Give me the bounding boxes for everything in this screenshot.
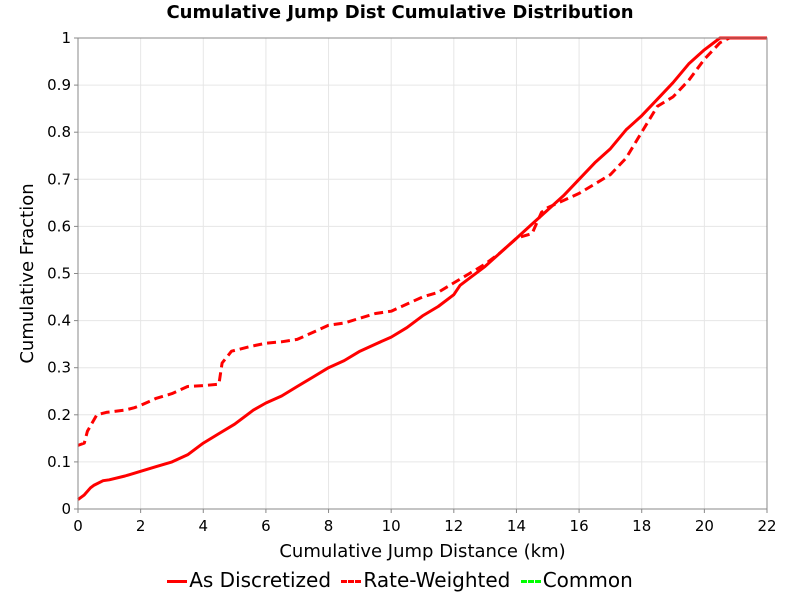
- y-tick-label: 0.1: [47, 453, 71, 471]
- series-line-rate-weighted: [77, 36, 767, 447]
- y-tick-label: 0.8: [47, 123, 71, 141]
- grid-lines: [77, 37, 768, 510]
- x-tick-label: 4: [198, 517, 208, 535]
- y-tick-label: 0.6: [47, 217, 71, 235]
- x-tick-label: 12: [444, 517, 463, 535]
- legend-swatch-dashed-green: [520, 580, 541, 583]
- y-axis-label: Cumulative Fraction: [17, 183, 38, 363]
- series-line-as-discretized: [77, 36, 767, 501]
- y-tick-label: 0.4: [47, 312, 71, 330]
- x-axis-label: Cumulative Jump Distance (km): [279, 541, 565, 562]
- x-tick-label: 10: [382, 517, 401, 535]
- y-tick-label: 0.9: [47, 76, 71, 94]
- legend-label: Rate-Weighted: [363, 568, 511, 592]
- x-tick-label: 14: [507, 517, 526, 535]
- legend-item-as-discretized: As Discretized: [167, 568, 331, 592]
- legend-swatch-dashed-red: [341, 580, 362, 583]
- y-tick-label: 0: [61, 500, 71, 518]
- y-tick-label: 0.5: [47, 265, 71, 283]
- x-tick-label: 18: [632, 517, 651, 535]
- x-tick-label: 6: [261, 517, 271, 535]
- legend-swatch-solid-red: [167, 580, 188, 583]
- x-tick-label: 16: [570, 517, 589, 535]
- legend-item-common: Common: [520, 568, 633, 592]
- x-tick-label: 0: [73, 517, 83, 535]
- legend: As Discretized Rate-Weighted Common: [0, 568, 800, 592]
- legend-item-rate-weighted: Rate-Weighted: [341, 568, 510, 592]
- x-tick-label: 22: [757, 517, 776, 535]
- x-tick-label: 2: [136, 517, 146, 535]
- y-tick-label: 1: [61, 29, 71, 47]
- y-axis-ticks: 0 0.1 0.2 0.3 0.4 0.5 0.6 0.7 0.8 0.9 1: [47, 29, 78, 518]
- y-tick-label: 0.3: [47, 359, 71, 377]
- legend-label: Common: [542, 568, 633, 592]
- y-tick-label: 0.7: [47, 170, 71, 188]
- legend-label: As Discretized: [189, 568, 332, 592]
- chart-title: Cumulative Jump Dist Cumulative Distribu…: [166, 2, 634, 23]
- series-layer: [77, 36, 767, 501]
- chart-plot: 0 2 4 6 8 10 12 14 16 18 20 22 00.10.20.30.40.50.60…: [17, 29, 777, 562]
- y-tick-label: 0.2: [47, 406, 71, 424]
- x-axis-ticks: 0 2 4 6 8 10 12 14 16 18 20 22: [73, 509, 777, 535]
- x-tick-label: 8: [324, 517, 334, 535]
- x-tick-label: 20: [695, 517, 714, 535]
